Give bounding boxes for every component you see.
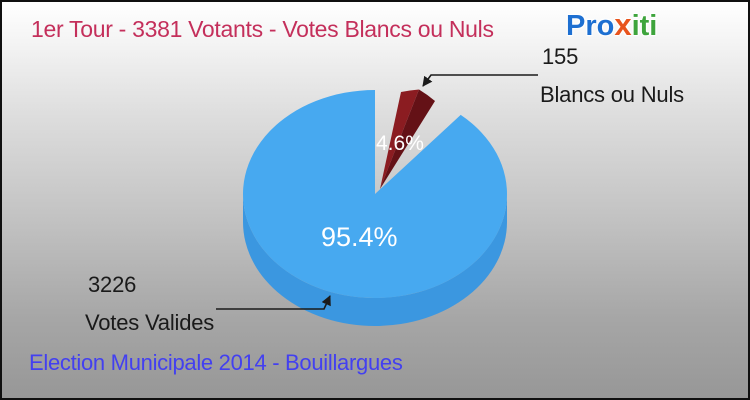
value-blancs-ou-nuls: 155: [542, 44, 579, 69]
chart-title: 1er Tour - 3381 Votants - Votes Blancs o…: [31, 16, 494, 42]
proxiti-logo[interactable]: Proxiti: [566, 9, 657, 41]
logo-text-iti: iti: [631, 10, 658, 42]
footer-title: Election Municipale 2014 - Bouillargues: [29, 350, 403, 375]
pie-slice-blancs-ou-nuls-bevel: [380, 89, 435, 189]
percent-label-blancs: 4.6%: [376, 132, 424, 155]
logo-x-icon: x: [614, 7, 632, 42]
label-blancs-ou-nuls: Blancs ou Nuls: [540, 82, 684, 107]
value-votes-valides: 3226: [88, 272, 137, 297]
callout-arrow-valides: [216, 295, 331, 310]
logo-text-pro: Pro: [566, 10, 615, 42]
percent-label-valides: 95.4%: [321, 222, 398, 252]
pie-slice-votes-valides: [242, 90, 507, 298]
callout-arrow-blancs: [422, 74, 538, 87]
pie-side-votes-valides: [243, 194, 507, 326]
label-votes-valides: Votes Valides: [85, 310, 215, 335]
